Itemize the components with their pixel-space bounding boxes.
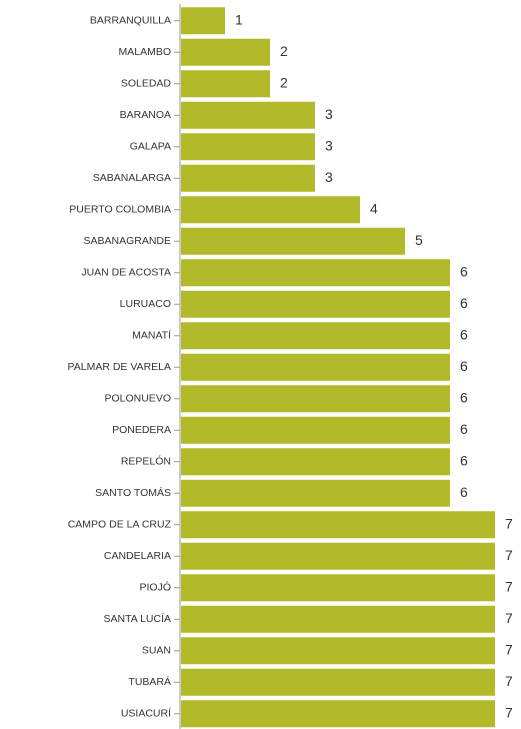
value-label: 7 xyxy=(505,704,513,720)
value-label: 6 xyxy=(460,484,468,500)
bar xyxy=(181,196,360,224)
y-tick-label: CAMPO DE LA CRUZ xyxy=(68,519,172,531)
bar xyxy=(181,511,495,539)
bar xyxy=(181,70,270,98)
bar xyxy=(181,637,495,665)
bar xyxy=(181,668,495,696)
y-tick-label: SANTA LUCÍA xyxy=(104,612,172,625)
value-label: 3 xyxy=(325,106,333,122)
value-label: 6 xyxy=(460,295,468,311)
value-label: 7 xyxy=(505,610,513,626)
bar xyxy=(181,605,495,633)
value-label: 7 xyxy=(505,673,513,689)
y-tick-label: PALMAR DE VARELA xyxy=(68,361,171,373)
value-label: 2 xyxy=(280,74,288,90)
value-label: 6 xyxy=(460,326,468,342)
value-label: 4 xyxy=(370,200,378,216)
y-tick-label: POLONUEVO xyxy=(104,393,171,405)
value-label: 7 xyxy=(505,547,513,563)
y-tick-label: SUAN xyxy=(142,645,171,657)
value-label: 2 xyxy=(280,43,288,59)
value-label: 6 xyxy=(460,358,468,374)
value-label: 1 xyxy=(235,11,243,27)
value-label: 5 xyxy=(415,232,423,248)
bar xyxy=(181,227,405,255)
bar xyxy=(181,290,450,318)
y-tick-label: SANTO TOMÁS xyxy=(95,486,171,499)
bar xyxy=(181,353,450,381)
bar xyxy=(181,164,315,192)
bar xyxy=(181,385,450,413)
bar xyxy=(181,574,495,602)
y-tick-label: PUERTO COLOMBIA xyxy=(69,204,171,216)
y-tick-label: JUAN DE ACOSTA xyxy=(81,267,171,279)
bar xyxy=(181,322,450,350)
y-tick-label: MANATÍ xyxy=(132,329,171,342)
value-label: 6 xyxy=(460,421,468,437)
y-tick-label: LURUACO xyxy=(120,298,171,310)
y-tick-label: REPELÓN xyxy=(121,455,171,468)
y-tick-label: MALAMBO xyxy=(118,46,171,58)
y-tick-label: BARRANQUILLA xyxy=(90,15,171,27)
y-tick-label: SABANAGRANDE xyxy=(83,235,171,247)
value-label: 6 xyxy=(460,263,468,279)
value-label: 6 xyxy=(460,452,468,468)
y-tick-label: GALAPA xyxy=(130,141,171,153)
bar xyxy=(181,416,450,444)
y-tick-label: SABANALARGA xyxy=(93,172,171,184)
bar xyxy=(181,259,450,287)
value-label: 6 xyxy=(460,389,468,405)
bar xyxy=(181,101,315,129)
y-tick-label: TUBARÁ xyxy=(128,675,171,688)
bar xyxy=(181,38,270,66)
value-label: 7 xyxy=(505,515,513,531)
value-label: 3 xyxy=(325,169,333,185)
y-tick-label: BARANOA xyxy=(120,109,171,121)
y-tick-label: SOLEDAD xyxy=(121,78,172,90)
bar xyxy=(181,448,450,476)
value-label: 7 xyxy=(505,641,513,657)
bar xyxy=(181,7,225,35)
y-tick-label: PONEDERA xyxy=(112,424,171,436)
value-label: 3 xyxy=(325,137,333,153)
y-tick-label: PIOJÓ xyxy=(139,581,171,594)
y-tick-label: USIACURÍ xyxy=(121,707,171,720)
value-label: 7 xyxy=(505,578,513,594)
y-tick-label: CANDELARIA xyxy=(104,550,171,562)
bar xyxy=(181,542,495,570)
bar xyxy=(181,133,315,161)
bar xyxy=(181,479,450,507)
bar xyxy=(181,700,495,728)
